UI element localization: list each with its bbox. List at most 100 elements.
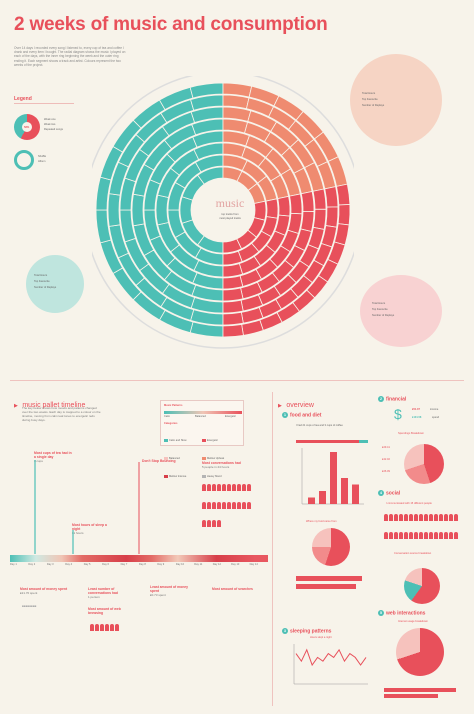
- right-bottom-info-2: Top Favourite: [372, 308, 388, 311]
- wheel-coral-seg: [324, 186, 339, 208]
- wheel-center-sub2: most played tracks: [219, 217, 241, 220]
- wheel-coral-seg: [312, 188, 327, 210]
- timeline-day-label: Day 6: [102, 563, 109, 566]
- person-icon: [439, 532, 443, 539]
- right-top-info-circle: [350, 54, 442, 146]
- sleeping-sub: Hours slept a night: [310, 636, 332, 639]
- cup-icon: [350, 440, 353, 443]
- music-patterns-panel: Music Patterns Calm Balanced Energetic C…: [160, 400, 244, 478]
- cup-icon: [311, 440, 314, 443]
- tl-bottom-text-block: ■■■■■■■■: [22, 604, 37, 608]
- tl-event-bottom-1-title: Most amount of money spent: [20, 587, 68, 591]
- cup-icon: [356, 440, 359, 443]
- left-info-3: Number of Replays: [34, 286, 57, 289]
- wheel-center-title: music: [215, 196, 245, 210]
- person-icon: [429, 514, 433, 521]
- web-title: 5 web interactions: [378, 610, 425, 616]
- financial-amount-1-label: income: [430, 408, 439, 411]
- person-icon: [247, 484, 251, 491]
- food-bar-2: [296, 584, 356, 589]
- legend-ring-item-1: Shuffle: [38, 155, 47, 158]
- person-icon: [434, 532, 438, 539]
- person-icon: [212, 484, 216, 491]
- music-radial-wheel: [92, 76, 354, 349]
- person-icon: [424, 514, 428, 521]
- wheel-coral-seg: [337, 204, 351, 226]
- wheel-teal-seg: [107, 193, 121, 227]
- people-icons-social: [384, 508, 460, 544]
- overview-arrow-icon: ▶: [278, 403, 282, 409]
- wheel-coral-seg: [222, 324, 244, 338]
- cup-icon: [320, 440, 323, 443]
- person-icon: [202, 484, 206, 491]
- right-bottom-info-circle: [360, 275, 442, 347]
- timeline-day-label: Day 10: [175, 563, 185, 566]
- meals-bar-chart: [301, 448, 364, 505]
- tl-line-2: [72, 530, 74, 554]
- person-icon: [454, 532, 458, 539]
- chart1-title: Types of Meals Consumed: [300, 440, 331, 443]
- wheel-coral-seg: [222, 287, 244, 302]
- right-top-info-1: Total Hours: [362, 92, 376, 95]
- cup-icon: [365, 440, 368, 443]
- timeline-day-label: Day 7: [120, 563, 128, 566]
- wheel-coral-seg: [222, 275, 244, 290]
- wheel-center-sub1: top tracks from: [221, 213, 239, 216]
- person-icon: [115, 624, 119, 631]
- person-icon: [434, 514, 438, 521]
- meal-bar: [341, 478, 348, 504]
- person-icon: [389, 514, 393, 521]
- person-icon: [90, 624, 94, 631]
- wheel-coral-seg: [325, 206, 339, 228]
- web-bar-1: [384, 688, 456, 692]
- financial-amount-2-label: spend: [432, 416, 440, 419]
- person-icon: [232, 502, 236, 509]
- tl-event-bottom-2: Least number of conversations had 1 pers…: [88, 587, 136, 599]
- web-badge: 5: [378, 610, 384, 616]
- person-icon: [207, 520, 211, 527]
- tl-event-bottom-3-title: Least amount of money spent: [150, 585, 189, 593]
- patterns-gradient: [164, 411, 242, 414]
- overview-header: ▶ overview: [278, 394, 314, 412]
- tl-event-bottom-5: Most amount of searches: [212, 587, 264, 592]
- legend-pie-item-1: Week one: [44, 118, 56, 121]
- web-sub: Internet usage breakdown: [398, 620, 428, 623]
- wheel-coral-seg: [277, 195, 291, 217]
- tl-event-top-2-title: Most hours of sleep a night: [72, 523, 107, 531]
- sleep-line-chart: [293, 644, 368, 685]
- patterns-title: Music Patterns: [164, 404, 183, 407]
- food-badge: 1: [282, 412, 288, 418]
- social-badge: 4: [378, 490, 384, 496]
- cup-icon: [347, 440, 350, 443]
- timeline-day-label: Day 14: [249, 563, 258, 566]
- timeline-day-label: Day 9: [157, 563, 165, 566]
- food-title: 1 food and diet: [282, 412, 321, 418]
- timeline-day-label: Day 13: [231, 563, 240, 566]
- meal-bar: [308, 497, 315, 504]
- person-icon: [419, 532, 423, 539]
- financial-val-1: £29.41: [382, 446, 390, 449]
- timeline-day-label: Day 8: [139, 563, 146, 566]
- wheel-coral-seg: [265, 198, 279, 219]
- timeline-day-label: Day 4: [65, 563, 73, 566]
- cup-icon: [326, 440, 329, 443]
- person-icon: [449, 532, 453, 539]
- legend-pie-item-2: Week two: [44, 123, 56, 126]
- wheel-coral-seg: [289, 193, 303, 215]
- person-icon: [404, 514, 408, 521]
- social-pie: [404, 568, 440, 604]
- timeline-day-label: Day 5: [83, 563, 91, 566]
- person-icon: [439, 514, 443, 521]
- wheel-center: [195, 182, 251, 238]
- tl-event-top-3-title: Don't Stop Bouncing: [142, 459, 176, 463]
- person-icon: [389, 532, 393, 539]
- cup-icon: [317, 440, 320, 443]
- left-info-1: Total Hours: [34, 274, 48, 277]
- cup-icon: [353, 440, 356, 443]
- categories-title: Categories: [164, 422, 178, 425]
- financial-title: 2 financial: [378, 396, 406, 402]
- wheel-coral-seg: [222, 238, 243, 254]
- wheel-outer-ring: [92, 76, 354, 349]
- category-item: Heavy Mood: [202, 474, 240, 478]
- person-icon: [449, 514, 453, 521]
